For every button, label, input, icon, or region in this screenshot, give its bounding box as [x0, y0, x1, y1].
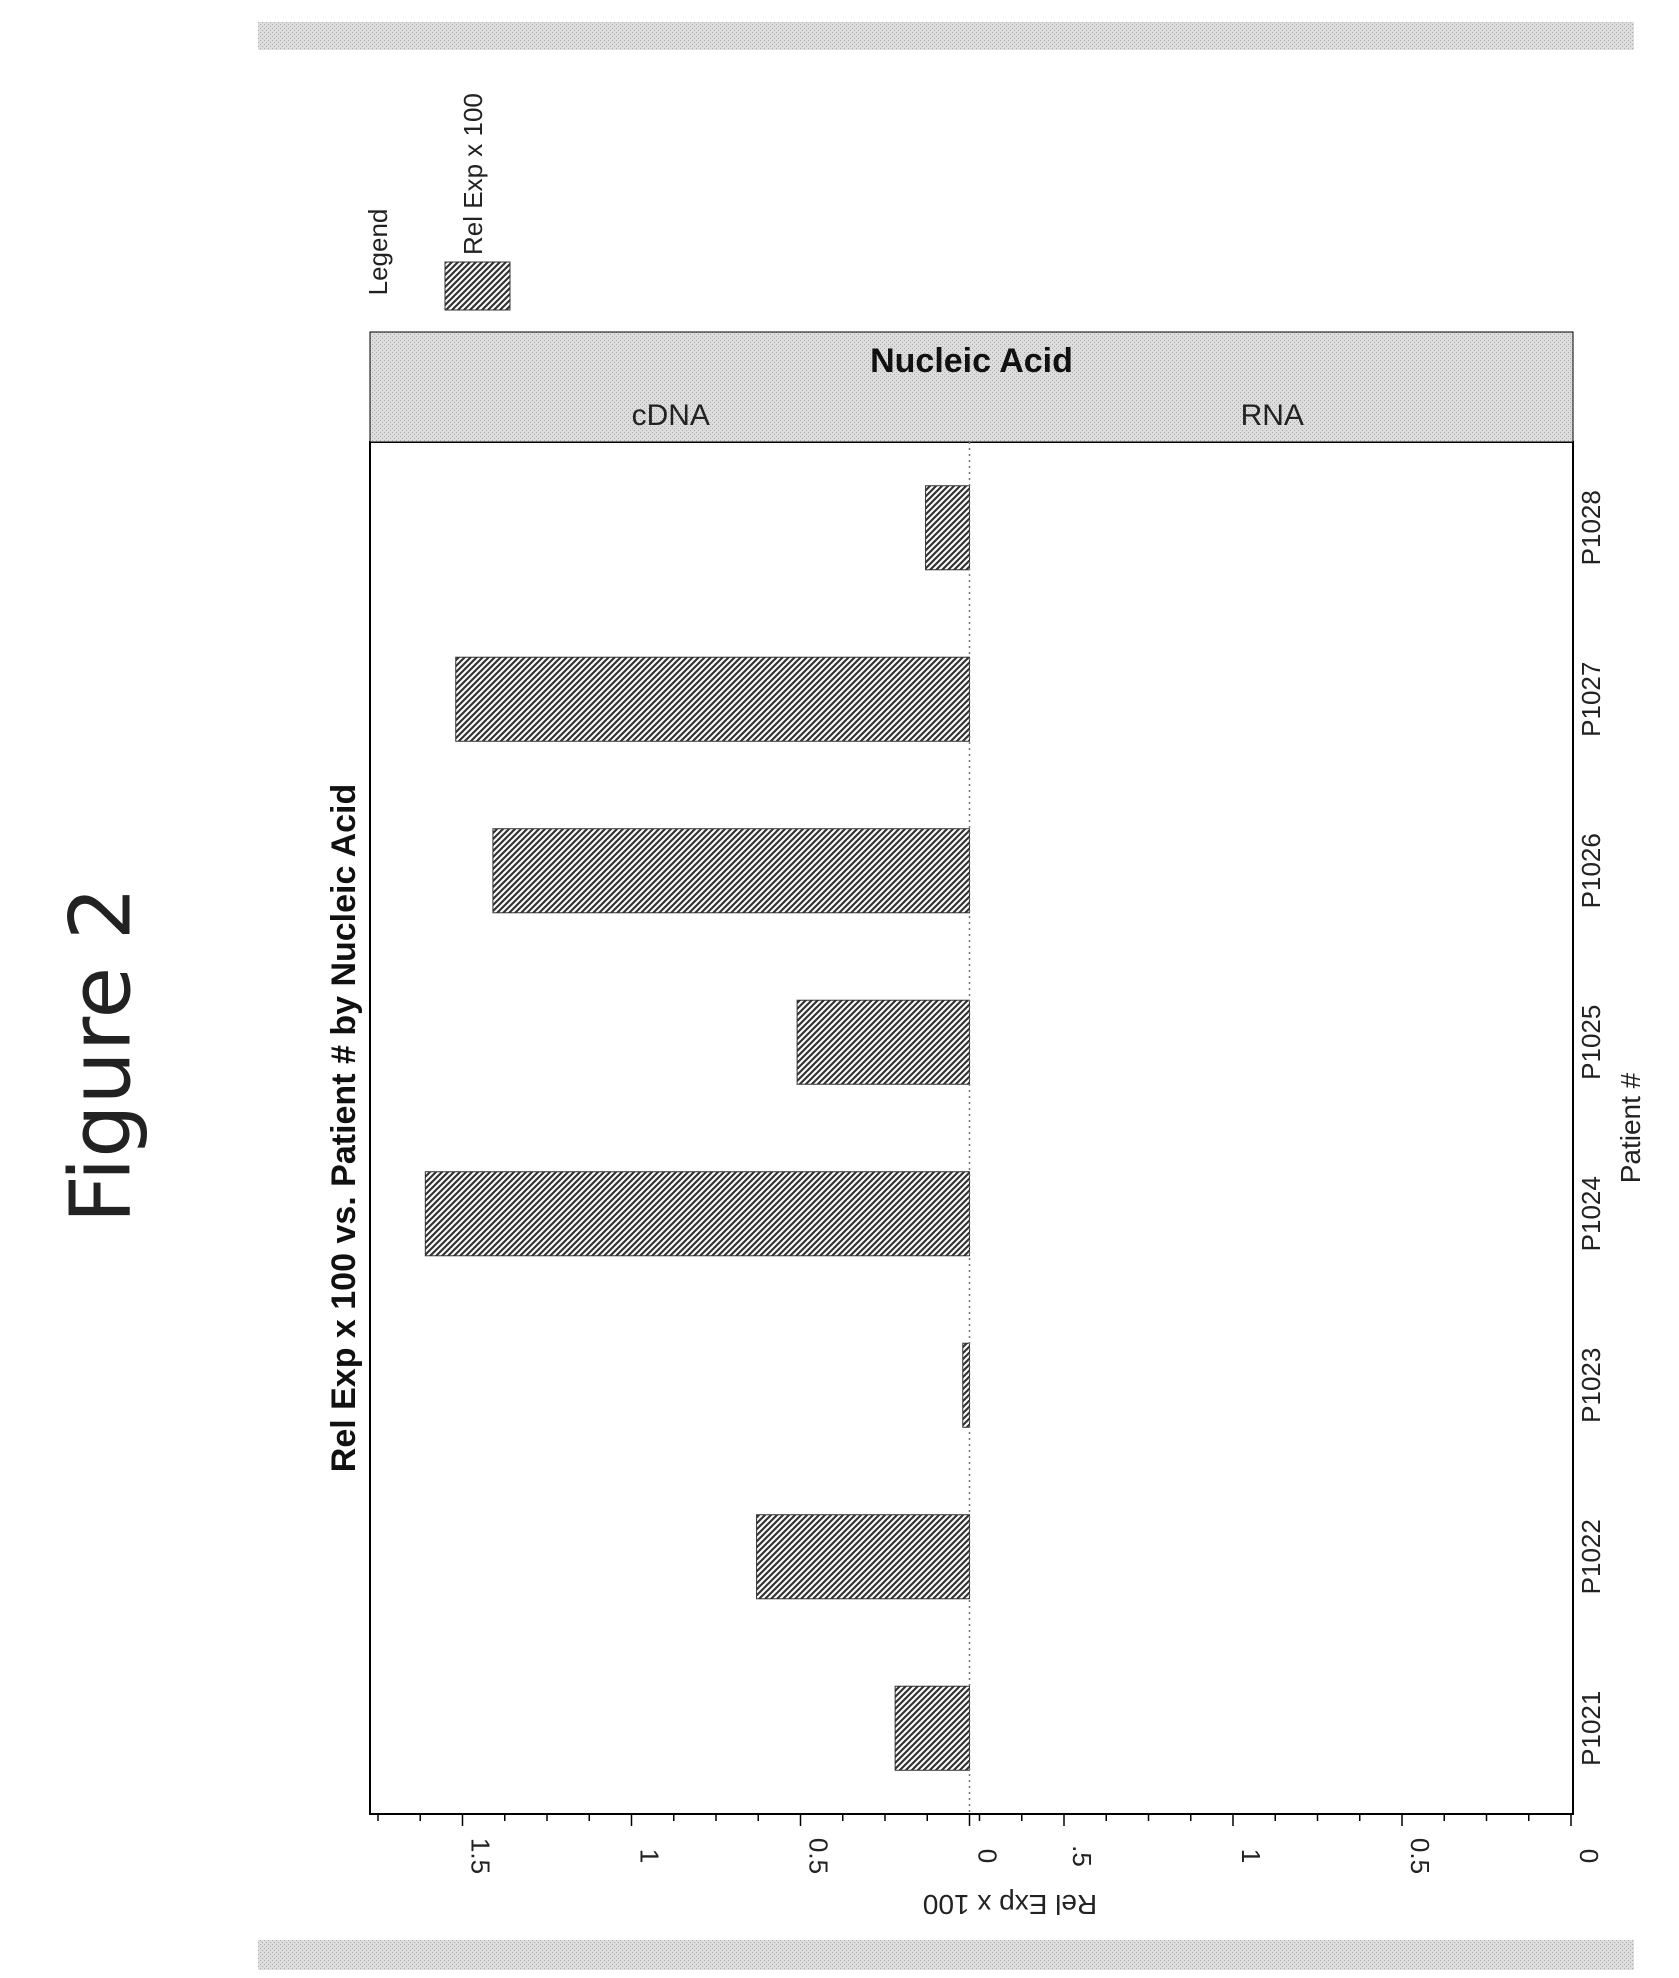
category-label-p1021: P1021 [1576, 1691, 1606, 1766]
bar-cdna-p1021 [894, 1685, 971, 1771]
chart-title: Rel Exp x 100 vs. Patient # by Nucleic A… [325, 784, 363, 1472]
value-tick-label: 0 [1574, 1849, 1604, 1863]
x-axis-label: Patient # [1615, 1072, 1646, 1183]
value-tick-label: 0.5 [1405, 1838, 1435, 1874]
value-tick-label: 1 [635, 1849, 665, 1863]
top-border-strip [258, 22, 1634, 50]
facet-label-cdna: cDNA [632, 399, 710, 432]
bar-cdna-p1028 [925, 485, 970, 571]
bar-cdna-p1027 [455, 656, 970, 742]
bar-cdna-p1025 [796, 999, 970, 1085]
category-label-p1022: P1022 [1576, 1519, 1606, 1594]
bar-cdna-p1022 [756, 1514, 970, 1600]
legend-entry: Rel Exp x 100 [458, 93, 488, 255]
bar-cdna-p1026 [492, 828, 970, 914]
value-tick-label: 0.5 [804, 1838, 834, 1874]
category-label-p1028: P1028 [1576, 490, 1606, 565]
legend-title: Legend [363, 209, 393, 296]
value-tick-label: .5 [1067, 1845, 1097, 1867]
legend-swatch [444, 261, 511, 311]
category-label-p1025: P1025 [1576, 1005, 1606, 1080]
bar-cdna-p1024 [424, 1171, 970, 1257]
facet-header-strip [369, 331, 1574, 443]
facet-header-title: Nucleic Acid [870, 342, 1073, 380]
category-label-p1026: P1026 [1576, 833, 1606, 908]
category-label-p1027: P1027 [1576, 662, 1606, 737]
category-label-p1024: P1024 [1576, 1176, 1606, 1251]
category-label-p1023: P1023 [1576, 1348, 1606, 1423]
y-axis-label: Rel Exp x 100 [923, 1889, 1097, 1920]
value-tick-label: 1.5 [466, 1838, 496, 1874]
bottom-border-strip [258, 1940, 1634, 1970]
facet-label-rna: RNA [1241, 399, 1304, 432]
bar-cdna-p1023 [962, 1342, 970, 1428]
plot-area [369, 441, 1574, 1815]
value-tick-label: 0 [973, 1849, 1003, 1863]
value-tick-label: 1 [1236, 1849, 1266, 1863]
